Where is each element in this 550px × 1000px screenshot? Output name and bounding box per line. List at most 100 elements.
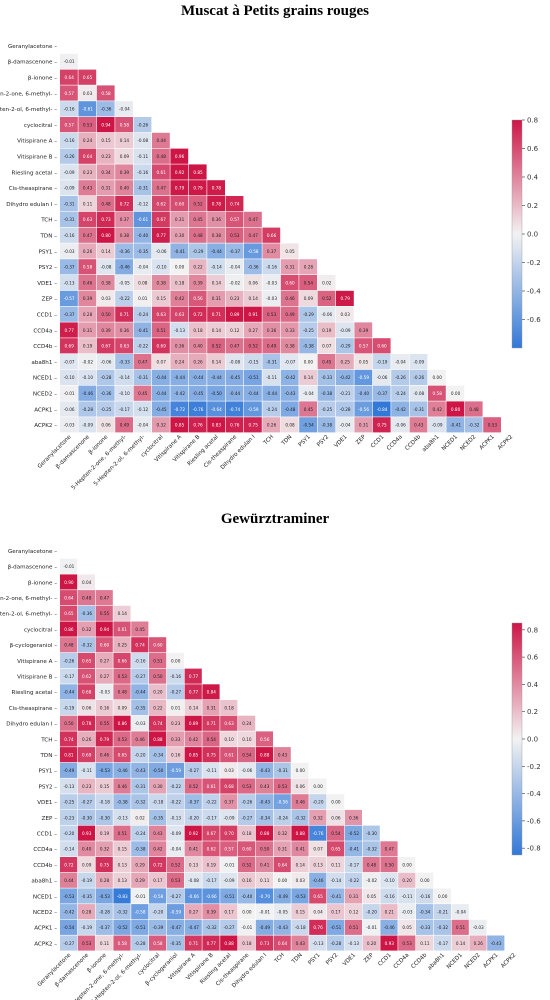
cell-value: -0.38 xyxy=(303,344,314,349)
cell-value: -0.26 xyxy=(64,154,75,159)
heatmap-cell xyxy=(273,825,291,841)
heatmap-cell xyxy=(152,132,170,148)
cell-value: 0.23 xyxy=(171,721,181,726)
heatmap-cell xyxy=(225,290,244,306)
column-label: CCD1 xyxy=(377,952,393,968)
heatmap-cell xyxy=(344,809,362,825)
cell-value: 0.23 xyxy=(230,296,240,301)
heatmap-cell xyxy=(133,385,152,401)
cell-value: 0.43 xyxy=(414,423,424,428)
heatmap-cell xyxy=(391,385,409,401)
heatmap-cell xyxy=(184,825,202,841)
cell-value: -0.02 xyxy=(366,878,377,883)
cell-value: -0.72 xyxy=(174,407,185,412)
heatmap-cell xyxy=(391,417,409,433)
heatmap-cell xyxy=(291,857,309,873)
cell-value: -0.74 xyxy=(229,407,240,412)
heatmap-cell xyxy=(380,857,398,873)
column-label: Dihydro edulan I xyxy=(231,952,268,989)
heatmap-cell xyxy=(354,338,373,354)
cell-value: 0.48 xyxy=(469,407,479,412)
cell-value: 0.72 xyxy=(193,312,203,317)
heatmap-cell xyxy=(220,904,238,920)
heatmap-cell xyxy=(166,809,184,825)
heatmap-cell xyxy=(149,794,167,810)
heatmap-cell xyxy=(115,369,133,385)
cell-value: -0.84 xyxy=(377,407,388,412)
heatmap-cell xyxy=(380,872,398,888)
cell-value: 0.01 xyxy=(171,705,181,710)
heatmap-cell xyxy=(170,180,189,196)
cell-value: 0.07 xyxy=(313,847,323,852)
heatmap-cell xyxy=(133,338,152,354)
cell-value: 0.49 xyxy=(267,344,277,349)
heatmap-cell xyxy=(354,401,373,417)
cell-value: -0.25 xyxy=(63,800,74,805)
cell-value: 0.53 xyxy=(488,423,498,428)
cell-value: -0.22 xyxy=(119,296,130,301)
heatmap-cell xyxy=(131,684,149,700)
cell-value: 0.39 xyxy=(207,909,217,914)
heatmap-cell xyxy=(115,306,133,322)
cell-value: -0.31 xyxy=(277,768,288,773)
cell-value: 0.40 xyxy=(193,344,203,349)
heatmap-cell xyxy=(220,762,238,778)
cell-value: 0.63 xyxy=(83,217,93,222)
heatmap-cell xyxy=(131,841,149,857)
heatmap-cell xyxy=(133,243,152,259)
heatmap-cell xyxy=(60,904,78,920)
cell-value: 0.84 xyxy=(207,690,217,695)
heatmap-cell xyxy=(262,243,281,259)
cell-value: 0.73 xyxy=(101,217,111,222)
cell-value: -0.09 xyxy=(64,186,75,191)
cell-value: 0.65 xyxy=(118,752,128,757)
column-label: TDN xyxy=(280,434,293,447)
heatmap-cell xyxy=(115,338,133,354)
cell-value: 0.78 xyxy=(82,721,92,726)
heatmap-cell xyxy=(96,148,115,164)
heatmap-cell xyxy=(77,904,95,920)
cell-value: -0.14 xyxy=(211,265,222,270)
cell-value: 0.33 xyxy=(285,328,295,333)
heatmap-cell xyxy=(60,762,78,778)
cell-value: -0.17 xyxy=(119,407,130,412)
cell-value: -0.38 xyxy=(321,391,332,396)
column-label: NCED2 xyxy=(464,952,482,970)
cell-value: -0.31 xyxy=(137,375,148,380)
cell-value: -0.06 xyxy=(101,359,112,364)
heatmap-cell xyxy=(60,652,78,668)
cell-value: -0.04 xyxy=(229,265,240,270)
heatmap-cell xyxy=(133,211,152,227)
row-label: VDE1 – xyxy=(37,281,57,287)
cell-value: 0.31 xyxy=(83,328,93,333)
cell-value: 0.36 xyxy=(120,328,130,333)
heatmap-cell xyxy=(95,825,113,841)
heatmap-cell xyxy=(133,164,152,180)
cell-value: 0.52 xyxy=(171,862,181,867)
heatmap-cell xyxy=(317,322,336,338)
heatmap-cell xyxy=(273,919,291,935)
heatmap-cell xyxy=(149,904,167,920)
heatmap-cell xyxy=(115,196,133,212)
cell-value: -0.18 xyxy=(99,800,110,805)
cell-value: 0.14 xyxy=(212,328,222,333)
cell-value: 0.77 xyxy=(65,328,75,333)
cell-value: -0.27 xyxy=(170,690,181,695)
heatmap-cell xyxy=(113,684,131,700)
cell-value: -0.39 xyxy=(152,925,163,930)
heatmap-cell xyxy=(262,259,281,275)
cell-value: 0.54 xyxy=(207,737,217,742)
cell-value: -0.36 xyxy=(248,265,259,270)
cell-value: 0.03 xyxy=(83,91,93,96)
heatmap-cell xyxy=(60,322,78,338)
cell-value: 0.65 xyxy=(83,75,93,80)
cell-value: -0.24 xyxy=(266,407,277,412)
cell-value: -0.09 xyxy=(224,815,235,820)
heatmap-cell xyxy=(336,385,354,401)
cell-value: 0.74 xyxy=(135,643,145,648)
cell-value: -0.09 xyxy=(82,423,93,428)
cell-value: 0.46 xyxy=(135,737,145,742)
cell-value: -0.70 xyxy=(259,894,270,899)
heatmap-cell xyxy=(255,762,273,778)
cell-value: 0.19 xyxy=(100,831,110,836)
